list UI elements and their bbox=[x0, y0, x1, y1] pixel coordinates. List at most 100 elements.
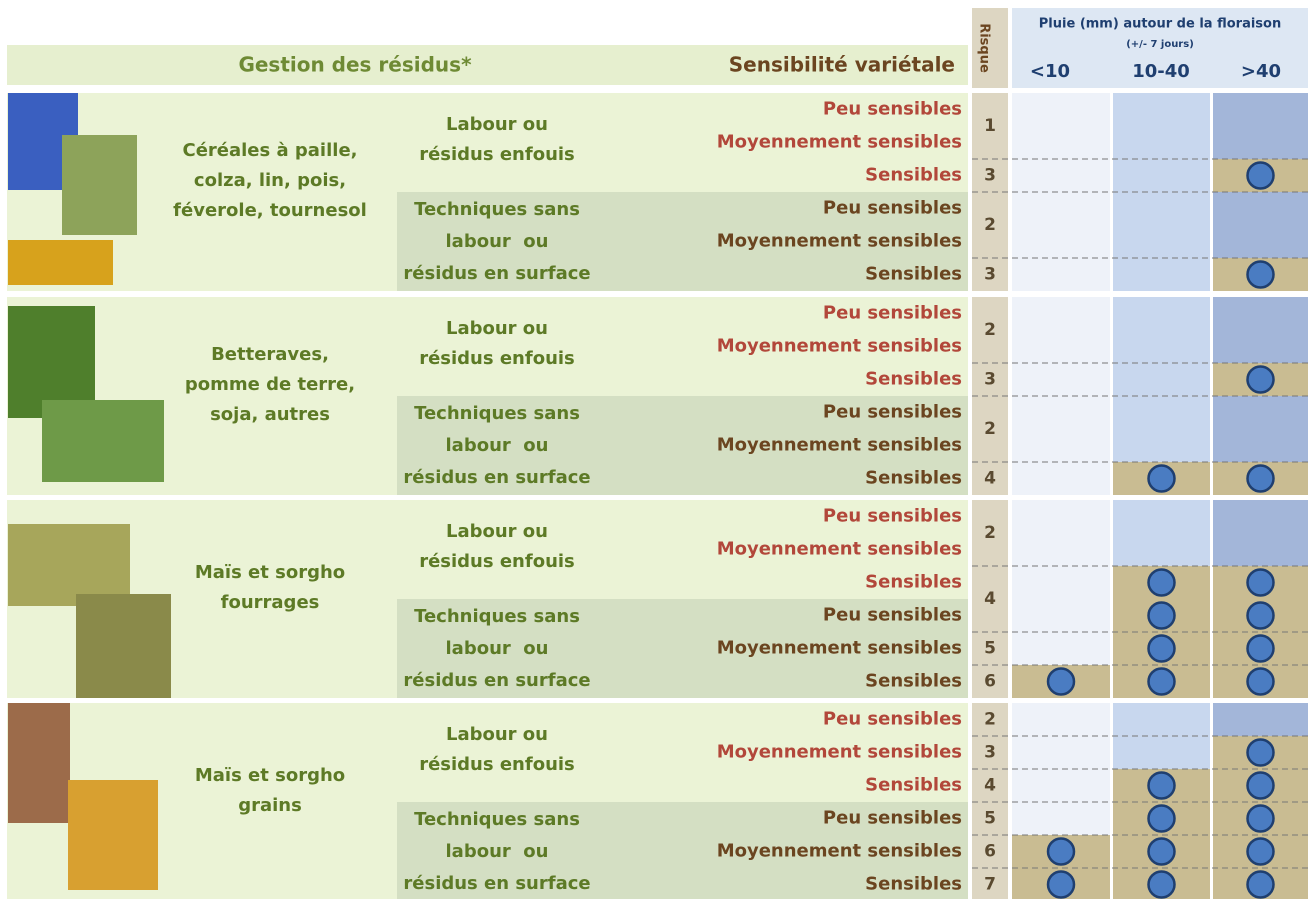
rain-cell bbox=[1012, 632, 1110, 665]
no-till-bg bbox=[397, 599, 968, 698]
risk-value: 3 bbox=[984, 166, 996, 186]
rain-cell bbox=[1113, 396, 1210, 429]
rain-cell bbox=[1213, 396, 1308, 429]
sensitivity-label: Peu sensibles bbox=[823, 402, 962, 423]
sensitivity-label: Sensibles bbox=[865, 874, 962, 895]
rain-cell bbox=[1012, 599, 1110, 632]
risk-value: 6 bbox=[984, 842, 996, 862]
risk-value: 1 bbox=[984, 116, 996, 136]
risk-dot bbox=[1246, 771, 1275, 800]
sensitivity-label: Peu sensibles bbox=[823, 605, 962, 626]
risk-dot bbox=[1147, 568, 1176, 597]
rain-cell bbox=[1113, 225, 1210, 258]
sensitivity-label: Moyennement sensibles bbox=[717, 638, 962, 659]
rain-cell bbox=[1012, 126, 1110, 159]
risk-dot bbox=[1046, 667, 1076, 696]
practice-label: labour ou bbox=[446, 638, 549, 659]
risk-dot bbox=[1147, 667, 1176, 696]
rain-cell bbox=[1213, 330, 1308, 363]
rain-cell bbox=[1113, 258, 1210, 291]
risk-value: 5 bbox=[984, 809, 996, 829]
crop-label: féverole, tournesol bbox=[173, 200, 367, 221]
crop-label: Maïs et sorgho bbox=[195, 765, 345, 786]
rain-cell bbox=[1012, 297, 1110, 330]
sensitivity-label: Sensibles bbox=[865, 671, 962, 692]
crop-label: soja, autres bbox=[210, 404, 330, 425]
rain-cell bbox=[1113, 533, 1210, 566]
crop-photo bbox=[8, 524, 130, 606]
risk-dot bbox=[1246, 365, 1275, 394]
risk-dot bbox=[1147, 771, 1176, 800]
rain-cell bbox=[1012, 192, 1110, 225]
rain-cell bbox=[1012, 703, 1110, 736]
rain-cell bbox=[1113, 429, 1210, 462]
crop-label: grains bbox=[238, 795, 302, 816]
risk-dot bbox=[1246, 870, 1275, 899]
sensitivity-label: Sensibles bbox=[865, 775, 962, 796]
crop-label: Maïs et sorgho bbox=[195, 562, 345, 583]
rain-cell bbox=[1012, 225, 1110, 258]
risk-col-bg bbox=[972, 703, 1008, 899]
practice-label: labour ou bbox=[446, 435, 549, 456]
risk-dot bbox=[1246, 667, 1275, 696]
rain-cell bbox=[1213, 297, 1308, 330]
rain-cell bbox=[1012, 159, 1110, 192]
rain-cell bbox=[1213, 126, 1308, 159]
rain-cell bbox=[1012, 769, 1110, 802]
risk-dot bbox=[1147, 804, 1176, 833]
crop-label: colza, lin, pois, bbox=[194, 170, 346, 191]
risk-dot bbox=[1246, 161, 1275, 190]
risk-dot bbox=[1147, 870, 1176, 899]
risk-dot bbox=[1246, 568, 1275, 597]
crop-photo bbox=[8, 306, 95, 418]
sensitivity-label: Moyennement sensibles bbox=[717, 336, 962, 357]
rain-cell bbox=[1113, 297, 1210, 330]
rain-cell bbox=[1113, 192, 1210, 225]
practice-label: résidus en surface bbox=[403, 873, 590, 894]
rain-cell bbox=[1012, 533, 1110, 566]
rain-cell bbox=[1012, 93, 1110, 126]
rain-cell bbox=[1012, 500, 1110, 533]
sensitivity-label: Moyennement sensibles bbox=[717, 132, 962, 153]
practice-label: résidus enfouis bbox=[419, 551, 575, 572]
rain-cell bbox=[1113, 363, 1210, 396]
sensitivity-label: Moyennement sensibles bbox=[717, 841, 962, 862]
rain-cell bbox=[1213, 93, 1308, 126]
rain-cell bbox=[1113, 330, 1210, 363]
risque-header: Risque bbox=[977, 23, 992, 73]
rain-class: <10 bbox=[1030, 61, 1070, 82]
sensitivity-label: Sensibles bbox=[865, 165, 962, 186]
risk-dot bbox=[1246, 837, 1275, 866]
rain-cell bbox=[1213, 500, 1308, 533]
no-till-bg bbox=[397, 396, 968, 495]
rain-cell bbox=[1012, 736, 1110, 769]
rain-cell bbox=[1012, 258, 1110, 291]
sensitivity-label: Sensibles bbox=[865, 468, 962, 489]
rain-cell bbox=[1213, 192, 1308, 225]
rain-cell bbox=[1213, 225, 1308, 258]
sensitivity-label: Sensibles bbox=[865, 572, 962, 593]
risk-dot bbox=[1246, 601, 1275, 630]
practice-label: résidus enfouis bbox=[419, 754, 575, 775]
rain-cell bbox=[1213, 533, 1308, 566]
sensitivity-label: Moyennement sensibles bbox=[717, 435, 962, 456]
practice-label: Labour ou bbox=[446, 521, 548, 542]
practice-label: résidus en surface bbox=[403, 467, 590, 488]
sensibilite-header: Sensibilité variétale bbox=[729, 53, 955, 77]
risk-value: 2 bbox=[984, 710, 996, 730]
risk-value: 2 bbox=[984, 419, 996, 439]
practice-label: labour ou bbox=[446, 231, 549, 252]
crop-label: Betteraves, bbox=[211, 344, 329, 365]
crop-photo bbox=[62, 135, 137, 235]
practice-label: résidus enfouis bbox=[419, 348, 575, 369]
risk-dot bbox=[1046, 837, 1076, 866]
crop-photo bbox=[68, 780, 158, 890]
crop-label: Céréales à paille, bbox=[182, 140, 357, 161]
header-band bbox=[7, 45, 968, 85]
rain-cell bbox=[1113, 93, 1210, 126]
practice-label: Labour ou bbox=[446, 114, 548, 135]
rain-header-bg bbox=[1012, 8, 1308, 88]
risk-value: 4 bbox=[984, 589, 996, 609]
sensitivity-label: Moyennement sensibles bbox=[717, 539, 962, 560]
practice-label: Techniques sans bbox=[414, 403, 580, 424]
